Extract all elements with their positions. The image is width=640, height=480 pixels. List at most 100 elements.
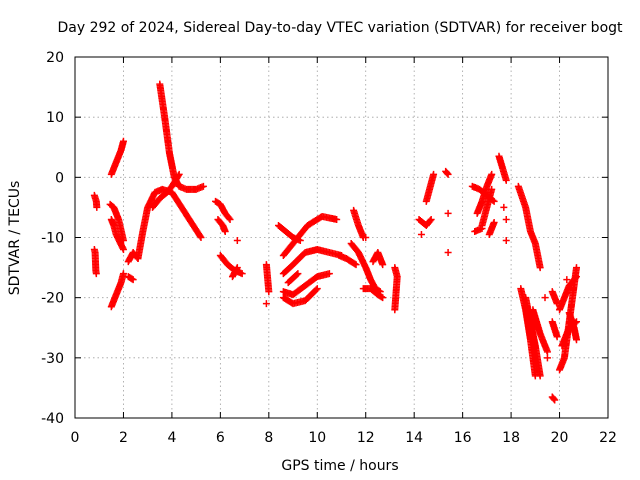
x-tick-label: 4 [167, 430, 176, 446]
data-point [573, 264, 581, 272]
data-point [312, 286, 320, 294]
x-tick-label: 18 [502, 430, 520, 446]
data-point [221, 227, 229, 235]
data-point [490, 218, 498, 226]
y-tick-label: -30 [41, 351, 64, 367]
data-point [233, 237, 241, 245]
x-tick-label: 8 [264, 430, 273, 446]
data-point [551, 396, 559, 404]
data-point [573, 273, 581, 281]
data-point [488, 185, 496, 193]
data-point [225, 214, 233, 222]
data-point [391, 306, 399, 314]
data-point [550, 395, 558, 403]
x-tick-label: 22 [599, 430, 617, 446]
data-point [502, 176, 510, 184]
data-point [175, 170, 183, 178]
data-point [488, 170, 496, 178]
series-arc-f [335, 206, 401, 314]
y-tick-label: 10 [46, 110, 64, 126]
data-point [573, 336, 581, 344]
data-point [325, 270, 333, 278]
tick-labels: 0 2 4 6 8 10 12 14 16 18 20 22 -40 -30 -20 -10 0 10 20 [41, 50, 617, 446]
series-arc-d [212, 197, 246, 281]
data-point [93, 203, 101, 211]
axis-ticks [74, 56, 609, 419]
x-tick-label: 20 [551, 430, 569, 446]
data-point [362, 234, 370, 241]
data-points [90, 80, 581, 404]
data-point [226, 215, 234, 223]
data-point [128, 275, 136, 283]
data-point [444, 209, 452, 217]
y-tick-label: -20 [41, 291, 64, 307]
data-point [119, 246, 127, 254]
data-point [572, 274, 580, 282]
data-point [351, 260, 359, 268]
data-point [444, 170, 452, 178]
series-arc-h [468, 152, 510, 245]
data-point [199, 182, 207, 190]
series-arc-j [548, 264, 581, 404]
series-arc-a [90, 191, 101, 278]
x-tick-label: 2 [119, 430, 128, 446]
x-tick-label: 16 [454, 430, 472, 446]
data-point [197, 234, 205, 241]
data-point [196, 232, 204, 240]
data-point [352, 261, 360, 269]
series-arc-g [415, 167, 452, 257]
data-point [333, 215, 341, 223]
series-arc-i [514, 182, 551, 380]
data-point [444, 249, 452, 257]
x-tick-label: 6 [216, 430, 225, 446]
data-point [543, 348, 551, 356]
data-point [427, 215, 435, 223]
data-point [536, 264, 544, 272]
data-point [553, 333, 561, 341]
x-tick-label: 14 [405, 430, 423, 446]
data-point [443, 169, 451, 177]
data-point [379, 294, 387, 302]
data-point [500, 203, 508, 211]
x-axis-label: GPS time / hours [281, 458, 398, 474]
x-tick-label: 12 [357, 430, 375, 446]
data-point [233, 264, 241, 272]
chart-title: Day 292 of 2024, Sidereal Day-to-day VTE… [57, 20, 623, 36]
y-axis-label: SDTVAR / TECUs [7, 181, 23, 296]
data-point [426, 217, 434, 225]
series-arc-c [124, 80, 207, 284]
data-point [502, 215, 510, 223]
data-point [294, 270, 302, 278]
data-point [119, 137, 127, 145]
data-point [430, 170, 438, 178]
data-point [536, 372, 544, 380]
data-point [129, 276, 137, 284]
y-tick-label: 20 [46, 50, 64, 66]
series-arc-b [106, 137, 127, 311]
series-arc-e [262, 212, 345, 308]
y-tick-label: -10 [41, 231, 64, 247]
data-point [174, 172, 182, 180]
data-point [541, 294, 549, 302]
data-point [502, 237, 510, 245]
data-point [379, 261, 387, 269]
data-point [417, 230, 425, 238]
data-point [293, 271, 301, 279]
data-point [313, 285, 321, 293]
y-tick-label: 0 [55, 170, 64, 186]
data-point [262, 300, 270, 308]
grid-layer [75, 57, 608, 418]
x-tick-label: 10 [308, 430, 326, 446]
data-point [543, 354, 551, 362]
data-point [238, 270, 246, 278]
x-tick-label: 0 [71, 430, 80, 446]
data-point [377, 293, 385, 301]
y-tick-label: -40 [41, 411, 64, 427]
data-point [265, 288, 273, 296]
data-point [119, 270, 127, 278]
data-point [478, 224, 486, 232]
data-point [563, 276, 571, 284]
data-point [92, 270, 100, 278]
